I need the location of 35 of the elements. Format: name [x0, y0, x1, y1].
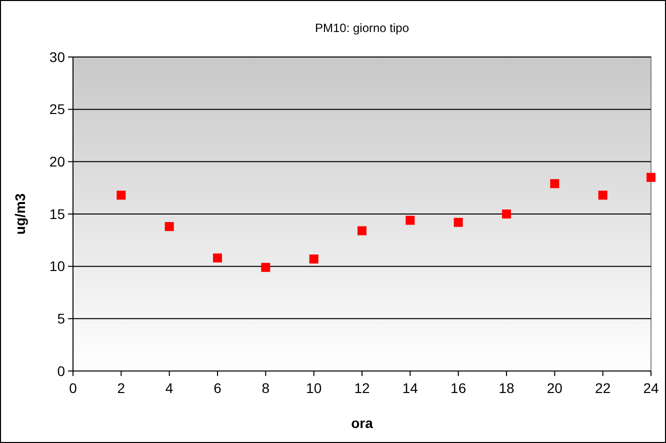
- x-tick-label: 18: [498, 380, 514, 396]
- chart-title: PM10: giorno tipo: [314, 21, 410, 35]
- point: [309, 254, 318, 264]
- y-tick-label: 25: [49, 101, 66, 118]
- point: [213, 253, 222, 262]
- x-tick-label: 14: [402, 380, 418, 396]
- point: [598, 190, 608, 200]
- y-axis-title: ug/m3: [12, 193, 28, 235]
- point: [358, 226, 366, 236]
- x-tick-label: 22: [595, 380, 611, 396]
- x-tick-label: 10: [306, 380, 322, 396]
- point: [454, 218, 463, 227]
- x-tick-label: 20: [546, 380, 563, 396]
- x-tick-label: 24: [643, 380, 659, 396]
- point: [164, 222, 174, 232]
- y-tick-label: 30: [49, 48, 66, 65]
- y-tick-label: 10: [49, 258, 66, 274]
- x-tick-label: 4: [165, 380, 174, 396]
- y-tick-label: 15: [49, 206, 66, 222]
- point: [406, 216, 415, 225]
- point: [550, 179, 560, 188]
- x-axis-title: ora: [351, 415, 374, 431]
- x-tick-label: 12: [354, 380, 370, 396]
- point: [261, 262, 270, 272]
- y-tick-label: 20: [49, 154, 66, 170]
- x-tick-label: 0: [69, 380, 78, 396]
- x-tick-label: 8: [262, 380, 270, 396]
- x-tick-label: 6: [214, 380, 222, 396]
- y-tick-label: 5: [57, 310, 66, 327]
- point: [116, 190, 126, 200]
- point: [646, 172, 656, 182]
- y-tick-label: 0: [57, 362, 66, 379]
- point: [502, 210, 511, 218]
- x-tick-label: 2: [117, 380, 126, 396]
- x-tick-label: 16: [450, 380, 466, 396]
